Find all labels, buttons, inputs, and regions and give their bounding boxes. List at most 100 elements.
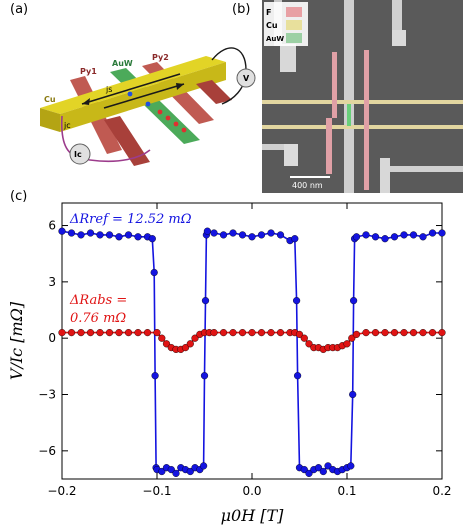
spin-current-arrow: [103, 83, 185, 109]
sem-pad-left-bottom: [284, 144, 298, 166]
electron-1: [127, 91, 133, 97]
x-tick-label: 0.2: [432, 484, 451, 498]
sem-ferromagnet-3: [364, 50, 369, 190]
series-0-point: [201, 297, 210, 305]
series-1-point: [419, 329, 427, 337]
y-tick-label: 0: [48, 331, 56, 345]
series-0-point: [381, 235, 389, 243]
series-1-point: [86, 329, 95, 337]
y-tick-label: 3: [48, 275, 56, 289]
series-0-point: [267, 229, 275, 237]
series-0-point: [438, 229, 446, 237]
sem-electrode-bottom-right: [380, 166, 463, 172]
sem-legend-f: F: [266, 8, 271, 17]
y-tick-label: −6: [38, 444, 56, 458]
series-1-point: [134, 329, 142, 337]
label-py1: Py1: [80, 67, 97, 76]
series-0-point: [151, 372, 159, 380]
series-1-point: [238, 329, 247, 337]
annotation-abs-2: 0.76 mΩ: [70, 311, 126, 326]
sem-ferromagnet-1: [332, 52, 337, 118]
series-0-point: [229, 229, 237, 237]
series-1-point: [105, 329, 114, 337]
y-axis-label: V/Ic [mΩ]: [7, 301, 26, 380]
x-tick-label: 0.0: [242, 484, 261, 498]
series-0-point: [150, 268, 158, 277]
series-1-point: [219, 329, 228, 337]
series-1-point: [409, 329, 418, 337]
series-0-point: [105, 231, 114, 239]
series-points: [58, 227, 446, 478]
label-py2: Py2: [152, 53, 169, 62]
series-1-point: [248, 329, 256, 337]
y-ticks: 6 3 0 −3 −6: [38, 219, 442, 458]
electron-6: [181, 127, 187, 133]
sem-ferromagnet-2: [326, 118, 332, 174]
x-tick-label: −0.1: [142, 484, 171, 498]
series-0-point: [203, 227, 212, 235]
series-1-point: [276, 329, 285, 337]
series-0-point: [324, 462, 332, 470]
series-0-point: [124, 231, 133, 239]
sem-legend-auw: AuW: [266, 35, 284, 43]
label-jc: jc: [63, 121, 71, 130]
device-schematic: Py1 Py2 AuW Cu V Ic jc js: [40, 47, 256, 166]
series-0-point: [428, 229, 437, 237]
series-0-point: [419, 233, 427, 241]
series-1-point: [158, 334, 166, 342]
py1-strip-bottom: [104, 116, 150, 166]
x-ticks: −0.2 −0.1 0.0 0.1 0.2: [47, 203, 452, 498]
series-0-point: [294, 372, 302, 380]
panel-label-b: (b): [232, 2, 251, 17]
series-0-point: [293, 297, 301, 305]
series-1-point: [362, 329, 370, 337]
series-0-point: [291, 235, 299, 243]
series-1-point: [400, 329, 408, 337]
cu-bar-top: [40, 56, 226, 114]
sem-legend-swatch-cu: [286, 20, 302, 30]
current-source: [69, 143, 91, 165]
series-1-point: [124, 329, 133, 337]
series-lines: [61, 230, 442, 475]
label-js: js: [105, 85, 112, 94]
series-0-point: [362, 231, 370, 239]
series-0-point: [350, 297, 358, 305]
sem-electrode-mid: [344, 0, 354, 193]
series-1-point: [352, 330, 361, 339]
series-0-point: [96, 231, 104, 239]
series-0-point: [86, 229, 95, 237]
series-0-point: [257, 231, 266, 239]
series-0-point: [219, 231, 228, 239]
series-1-point: [186, 340, 194, 348]
series-1-point: [305, 340, 313, 348]
py2-strip-bottom: [196, 80, 232, 104]
series-1-point: [115, 329, 123, 337]
series-1-point: [381, 329, 389, 337]
sem-auw-wire: [347, 104, 351, 126]
series-1-point: [162, 340, 171, 348]
series-0-point: [148, 235, 156, 243]
series-0-line: [61, 230, 442, 475]
electron-5: [173, 121, 179, 127]
series-0-point: [347, 462, 355, 470]
chart: 6 3 0 −3 −6 −0.2 −0.1 0.0 0.1 0.2 ΔRref = 12.52 …: [7, 202, 452, 525]
series-0-point: [210, 229, 218, 237]
series-1-point: [390, 329, 399, 337]
series-1-point: [210, 329, 218, 337]
series-0-point: [305, 469, 313, 478]
series-1-point: [343, 340, 351, 348]
series-0-point: [67, 229, 76, 237]
series-0-point: [276, 231, 285, 239]
plot-frame: [61, 202, 443, 480]
label-ic: Ic: [74, 150, 82, 159]
series-0-point: [172, 469, 180, 478]
electron-2: [145, 101, 151, 107]
annotation-abs-1: ΔRabs =: [69, 293, 127, 308]
series-1-point: [58, 329, 66, 337]
series-1-point: [267, 329, 275, 337]
y-tick-label: 6: [48, 219, 56, 233]
series-0-point: [134, 233, 142, 241]
sem-legend-cu: Cu: [266, 21, 278, 30]
current-wire: [60, 115, 151, 163]
